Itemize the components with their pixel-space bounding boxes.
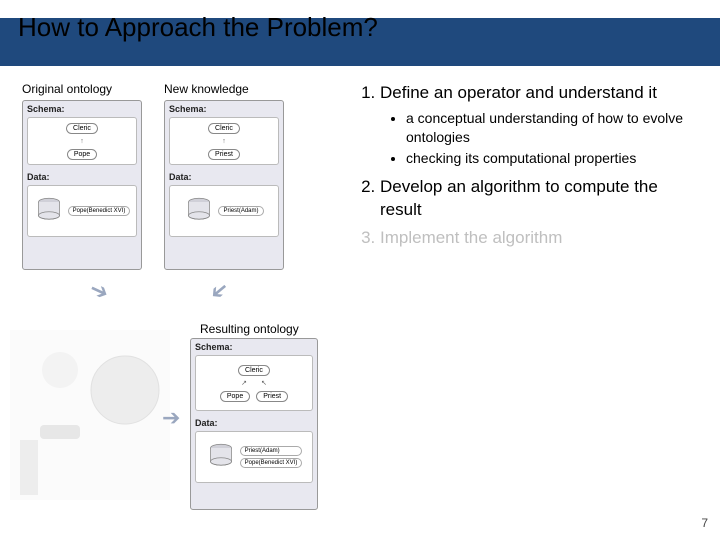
tag-priest-adam: Priest(Adam) (218, 206, 263, 216)
panel-heading-data: Data: (23, 169, 141, 185)
arrow-icon: ↑ (222, 138, 226, 145)
bullet-1b: checking its computational properties (406, 149, 698, 168)
decorative-image (10, 330, 170, 500)
schema-body-original: Cleric ↑ Pope (27, 117, 137, 165)
bullet-1-text: Define an operator and understand it (380, 83, 657, 102)
node-pope: Pope (220, 391, 250, 402)
panel-heading-schema: Schema: (191, 339, 317, 355)
node-cleric: Cleric (66, 123, 98, 134)
slide: How to Approach the Problem? Original on… (0, 0, 720, 540)
schema-body-resulting: Cleric ↗ ↖ Pope Priest (195, 355, 313, 411)
bullet-1: Define an operator and understand it a c… (380, 82, 698, 168)
content-list: Define an operator and understand it a c… (358, 82, 698, 256)
arrow-icon: ↑ (80, 138, 84, 145)
panel-heading-schema: Schema: (165, 101, 283, 117)
label-new-knowledge: New knowledge (164, 82, 249, 96)
schema-body-newk: Cleric ↑ Priest (169, 117, 279, 165)
panel-heading-schema: Schema: (23, 101, 141, 117)
label-resulting-ontology: Resulting ontology (200, 322, 299, 336)
bullet-3: Implement the algorithm (380, 227, 698, 250)
node-cleric: Cleric (208, 123, 240, 134)
database-icon (206, 442, 236, 472)
arrow-icon: ↖ (261, 380, 267, 387)
panel-resulting-ontology: Schema: Cleric ↗ ↖ Pope Priest Data: Pri… (190, 338, 318, 510)
arrow-icon: ➔ (162, 405, 180, 431)
bullet-2: Develop an algorithm to compute the resu… (380, 176, 698, 222)
tag-priest-adam: Priest(Adam) (240, 446, 303, 456)
database-icon (34, 196, 64, 226)
panel-heading-data: Data: (165, 169, 283, 185)
tag-pope-benedict: Pope(Benedict XVI) (68, 206, 131, 216)
arrow-icon: ↗ (241, 380, 247, 387)
slide-title: How to Approach the Problem? (0, 12, 378, 43)
page-number: 7 (701, 516, 708, 530)
data-body-resulting: Priest(Adam) Pope(Benedict XVI) (195, 431, 313, 483)
tag-pope-benedict: Pope(Benedict XVI) (240, 458, 303, 468)
panel-new-knowledge: Schema: Cleric ↑ Priest Data: Priest(Ada… (164, 100, 284, 270)
panel-heading-data: Data: (191, 415, 317, 431)
node-cleric: Cleric (238, 365, 270, 376)
node-priest: Priest (256, 391, 288, 402)
data-body-newk: Priest(Adam) (169, 185, 279, 237)
label-original-ontology: Original ontology (22, 82, 112, 96)
arrow-icon: ➔ (204, 275, 235, 307)
data-body-original: Pope(Benedict XVI) (27, 185, 137, 237)
node-priest: Priest (208, 149, 240, 160)
bullet-1a: a conceptual understanding of how to evo… (406, 109, 698, 147)
panel-original-ontology: Schema: Cleric ↑ Pope Data: Pope(Benedic… (22, 100, 142, 270)
arrow-icon: ➔ (85, 275, 113, 306)
node-pope: Pope (67, 149, 97, 160)
database-icon (184, 196, 214, 226)
